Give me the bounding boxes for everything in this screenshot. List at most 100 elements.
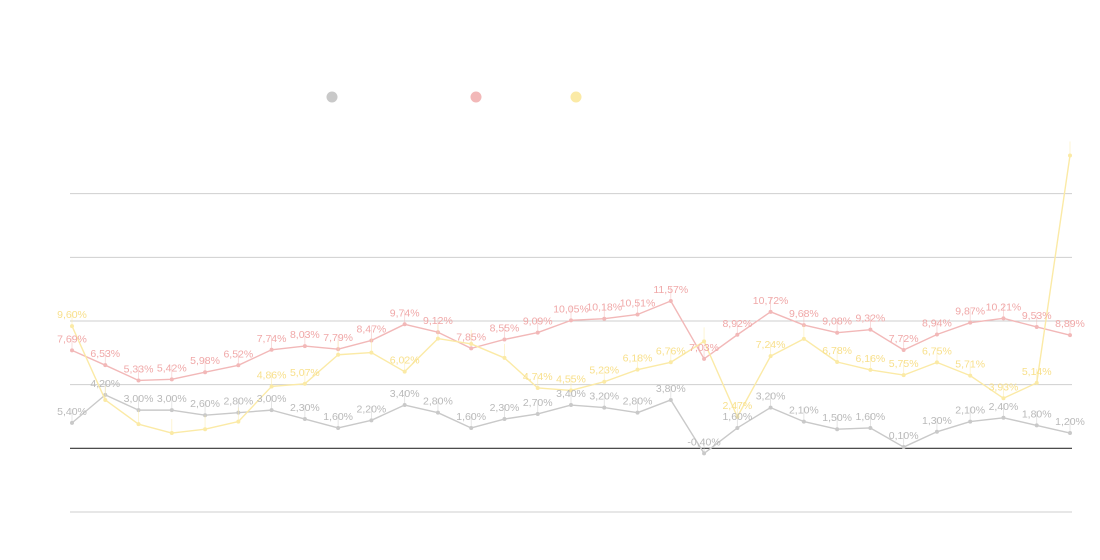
series-3-point	[103, 397, 108, 402]
series-2-data-label: 7,69%	[57, 333, 87, 345]
series-1-point	[934, 429, 939, 434]
series-1-data-label: 2,40%	[989, 401, 1019, 413]
series-1-data-label: 3,20%	[756, 391, 786, 403]
series-1-point	[968, 419, 973, 424]
series-1-point	[203, 413, 208, 418]
series-1-data-label: 1,60%	[323, 411, 353, 423]
series-3-data-label: 6,78%	[822, 345, 852, 357]
series-1-point	[801, 419, 806, 424]
legend-marker-2	[470, 91, 482, 103]
series-3-point	[435, 336, 440, 341]
series-1-data-label: 2,30%	[490, 402, 520, 414]
series-2-data-label: 9,68%	[789, 308, 819, 320]
series-3-point	[70, 324, 74, 329]
series-1-point	[535, 411, 540, 416]
series-1-point	[1068, 431, 1072, 436]
series-1-data-label: 3,40%	[556, 388, 586, 400]
series-3-data-label: 5,23%	[589, 365, 619, 377]
series-1-point	[502, 417, 507, 422]
series-3-point	[136, 422, 141, 427]
series-1-point	[402, 403, 407, 408]
series-1-point	[668, 397, 673, 402]
series-1-point	[735, 425, 740, 430]
series-3-data-label: 6,02%	[390, 355, 420, 367]
series-2-data-label: 10,18%	[586, 302, 622, 314]
series-3-point	[768, 354, 773, 359]
series-2-data-label: 10,51%	[620, 298, 656, 310]
series-2-data-label: 8,55%	[490, 322, 520, 334]
series-1-data-label: 1,20%	[1055, 416, 1085, 428]
series-2-point	[901, 348, 906, 353]
series-2-point	[269, 347, 274, 352]
series-1-data-label: 3,80%	[656, 383, 686, 395]
series-3-point	[1001, 396, 1006, 401]
series-1-data-label: 4,20%	[90, 378, 120, 390]
legend	[326, 91, 582, 103]
series-3-point	[502, 355, 507, 360]
series-2-point	[402, 322, 407, 327]
series-3-data-label: 4,74%	[523, 371, 553, 383]
series-3-data-label: 5,14%	[1022, 366, 1052, 378]
series-3-data-label: 6,16%	[856, 353, 886, 365]
series-1-point	[70, 420, 74, 425]
series-3-point	[735, 414, 740, 419]
series-3-point	[402, 369, 407, 374]
series-2-data-label: 5,42%	[157, 362, 187, 374]
series-1-point	[602, 405, 607, 410]
series-2-data-label: 7,72%	[889, 333, 919, 345]
series-2-data-label: 9,53%	[1022, 310, 1052, 322]
series-2-point	[1001, 316, 1006, 321]
series-3-point	[968, 373, 973, 378]
series-2-point	[302, 344, 307, 349]
series-3-point	[269, 384, 274, 389]
series-3-point	[934, 360, 939, 365]
series-2-point	[136, 378, 141, 383]
series-2-data-label: 8,94%	[922, 317, 952, 329]
series-2-data-label: 7,74%	[257, 333, 287, 345]
series-2-data-label: 9,08%	[822, 316, 852, 328]
series-1-data-label: 3,20%	[589, 391, 619, 403]
series-2-point	[236, 363, 241, 368]
series-2-data-label: 9,12%	[423, 315, 453, 327]
series-1-point	[435, 410, 440, 415]
legend-marker-3	[570, 91, 582, 103]
series-3-data-label: 5,75%	[889, 358, 919, 370]
series-3-point	[868, 367, 873, 372]
series-1-point	[702, 451, 707, 456]
series-2-point	[668, 299, 673, 304]
series-2-point	[702, 356, 707, 361]
series-3-point	[203, 427, 208, 432]
series-2-point	[735, 332, 740, 337]
series-2-data-label: 5,98%	[190, 355, 220, 367]
series-1-data-label: 2,10%	[955, 405, 985, 417]
series-1-point	[302, 417, 307, 422]
series-3-data-label: 6,76%	[656, 345, 686, 357]
series-2-data-label: 11,57%	[653, 284, 688, 296]
series-1-data-label: 1,60%	[722, 411, 752, 423]
series-3-point	[469, 341, 474, 346]
series-2-point	[70, 348, 74, 353]
legend-marker-1	[326, 91, 338, 103]
series-3-point	[635, 367, 640, 372]
series-3-point	[1068, 153, 1072, 158]
series-2-point	[934, 332, 939, 337]
series-2-data-label: 8,47%	[357, 323, 387, 335]
series-1-data-label: 2,80%	[223, 396, 253, 408]
series-2-point	[569, 318, 573, 323]
series-2-point	[1034, 324, 1039, 329]
series-3-point	[702, 339, 707, 344]
series-2-point	[502, 337, 507, 342]
series-1-point	[369, 418, 374, 423]
series-1-data-label: 2,70%	[523, 397, 553, 409]
series-2-point	[835, 330, 840, 335]
series-2-data-label: 10,72%	[753, 295, 789, 307]
series-1-data-label: 2,60%	[190, 398, 220, 410]
series-2-data-label: 9,87%	[955, 306, 985, 318]
series-2-point	[469, 346, 474, 351]
series-2-data-label: 8,89%	[1055, 318, 1085, 330]
series-2-point	[968, 320, 973, 325]
series-3-point	[535, 385, 540, 390]
series-3-data-label: 9,60%	[57, 309, 87, 321]
series-1-point	[635, 410, 640, 415]
